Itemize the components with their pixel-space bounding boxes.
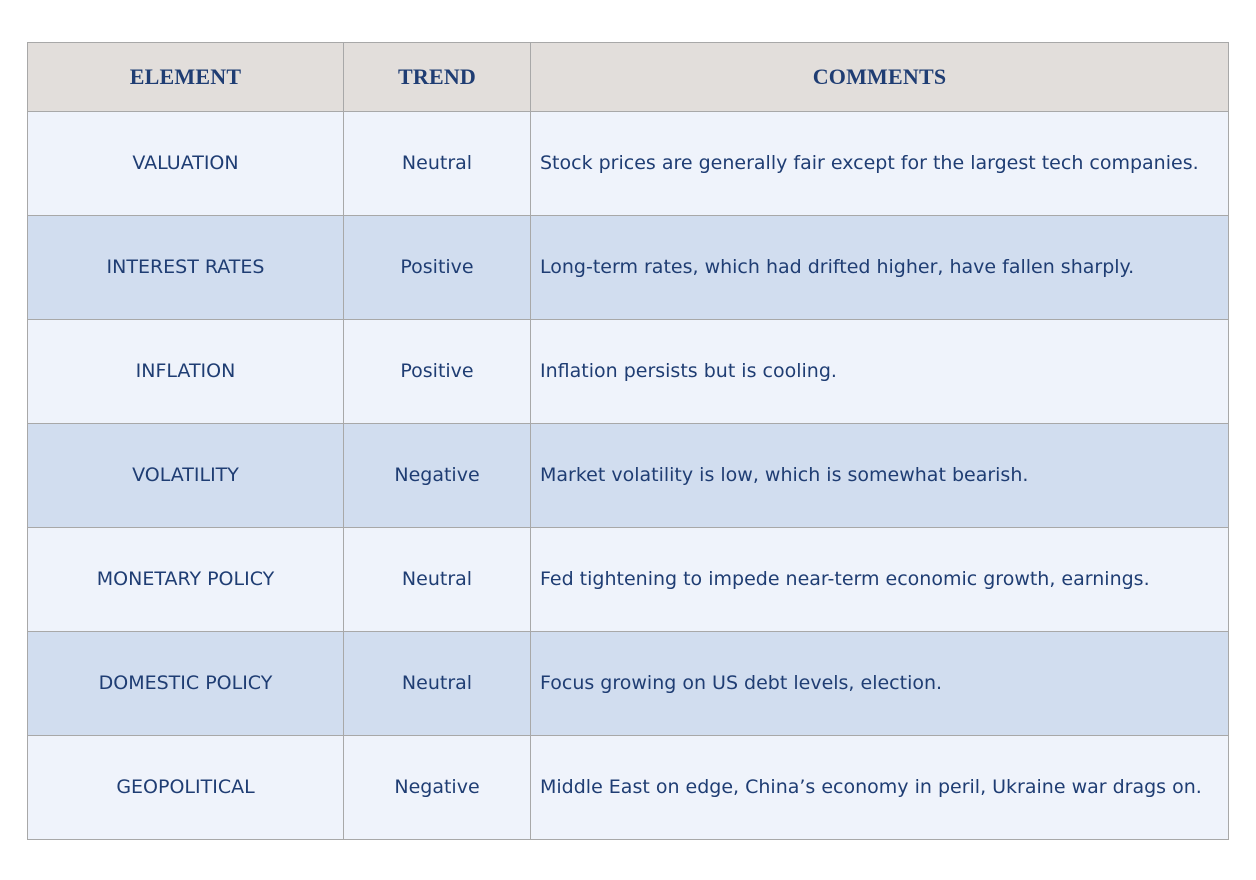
element-cell: INTEREST RATES	[27, 215, 344, 320]
comment-cell: Focus growing on US debt levels, electio…	[530, 631, 1229, 736]
comment-cell: Inflation persists but is cooling.	[530, 319, 1229, 424]
element-cell: INFLATION	[27, 319, 344, 424]
header-trend: TREND	[343, 42, 531, 112]
element-cell: VALUATION	[27, 111, 344, 216]
header-comments: COMMENTS	[530, 42, 1229, 112]
comment-cell: Fed tightening to impede near-term econo…	[530, 527, 1229, 632]
table-body: VALUATION Neutral Stock prices are gener…	[27, 111, 1229, 840]
table-row: GEOPOLITICAL Negative Middle East on edg…	[27, 735, 1229, 840]
market-outlook-table: ELEMENT TREND COMMENTS VALUATION Neutral…	[27, 42, 1229, 840]
table-row: VOLATILITY Negative Market volatility is…	[27, 423, 1229, 528]
element-cell: VOLATILITY	[27, 423, 344, 528]
trend-cell: Positive	[343, 319, 531, 424]
trend-cell: Neutral	[343, 631, 531, 736]
element-cell: MONETARY POLICY	[27, 527, 344, 632]
comment-cell: Market volatility is low, which is somew…	[530, 423, 1229, 528]
table-row: DOMESTIC POLICY Neutral Focus growing on…	[27, 631, 1229, 736]
trend-cell: Negative	[343, 423, 531, 528]
header-element: ELEMENT	[27, 42, 344, 112]
table-row: VALUATION Neutral Stock prices are gener…	[27, 111, 1229, 216]
comment-cell: Stock prices are generally fair except f…	[530, 111, 1229, 216]
table-row: MONETARY POLICY Neutral Fed tightening t…	[27, 527, 1229, 632]
element-cell: DOMESTIC POLICY	[27, 631, 344, 736]
header-row: ELEMENT TREND COMMENTS	[27, 42, 1229, 112]
comment-cell: Long-term rates, which had drifted highe…	[530, 215, 1229, 320]
trend-cell: Neutral	[343, 111, 531, 216]
trend-cell: Neutral	[343, 527, 531, 632]
table-header: ELEMENT TREND COMMENTS	[27, 42, 1229, 112]
comment-cell: Middle East on edge, China’s economy in …	[530, 735, 1229, 840]
trend-cell: Positive	[343, 215, 531, 320]
element-cell: GEOPOLITICAL	[27, 735, 344, 840]
trend-cell: Negative	[343, 735, 531, 840]
table-row: INFLATION Positive Inflation persists bu…	[27, 319, 1229, 424]
table-row: INTEREST RATES Positive Long-term rates,…	[27, 215, 1229, 320]
